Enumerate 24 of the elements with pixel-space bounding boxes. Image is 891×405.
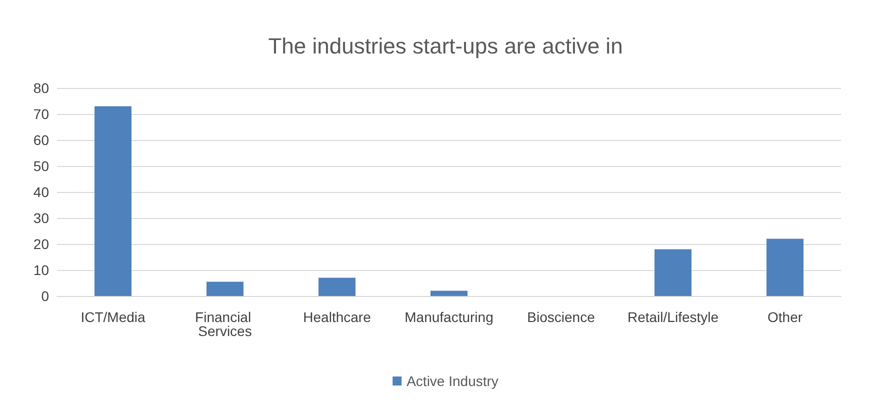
- legend-label: Active Industry: [406, 373, 498, 389]
- y-tick-label: 80: [33, 80, 50, 96]
- chart-title: The industries start-ups are active in: [268, 34, 623, 58]
- y-tick-label: 40: [33, 184, 50, 200]
- y-tick-label: 30: [33, 210, 50, 226]
- y-tick-label: 10: [33, 262, 50, 278]
- x-tick-label: Healthcare: [303, 309, 372, 325]
- y-tick-label: 70: [33, 106, 50, 122]
- bar: [318, 278, 356, 296]
- bar: [654, 249, 692, 296]
- x-tick-label: ICT/Media: [80, 309, 146, 325]
- y-tick-label: 50: [33, 158, 50, 174]
- bar: [430, 290, 468, 296]
- bar: [94, 106, 132, 296]
- x-tick-label: Financial Services: [195, 309, 255, 339]
- bar: [206, 282, 244, 296]
- x-tick-label: Bioscience: [527, 309, 596, 325]
- x-tick-label: Retail/Lifestyle: [627, 309, 719, 325]
- y-tick-label: 20: [33, 236, 50, 252]
- bar: [766, 238, 804, 296]
- x-tick-label: Other: [767, 309, 803, 325]
- y-tick-label: 60: [33, 132, 50, 148]
- y-tick-label: 0: [41, 288, 50, 304]
- x-tick-label: Manufacturing: [404, 309, 494, 325]
